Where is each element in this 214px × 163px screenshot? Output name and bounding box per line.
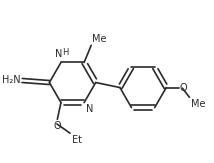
Text: Me: Me bbox=[191, 99, 205, 109]
Text: Et: Et bbox=[72, 135, 82, 145]
Text: O: O bbox=[180, 82, 188, 93]
Text: O: O bbox=[53, 121, 61, 131]
Text: H₂N: H₂N bbox=[1, 75, 20, 85]
Text: N: N bbox=[55, 49, 62, 59]
Text: H: H bbox=[62, 48, 69, 57]
Text: N: N bbox=[86, 104, 94, 114]
Text: Me: Me bbox=[92, 34, 107, 44]
